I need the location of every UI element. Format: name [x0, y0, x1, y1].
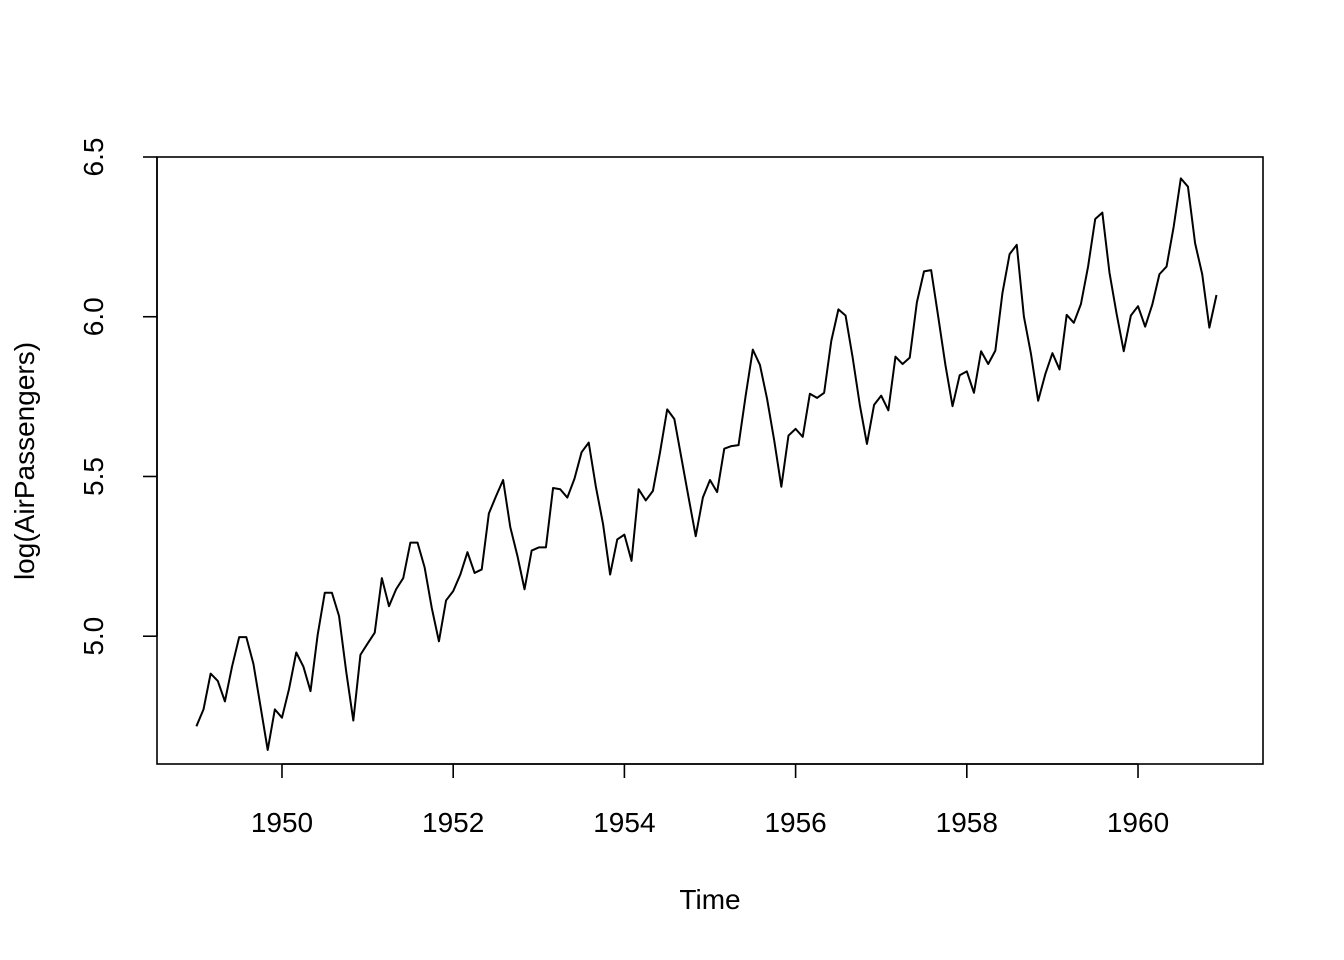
y-tick-label: 5.5	[78, 457, 109, 496]
plot-frame	[156, 156, 1264, 765]
x-axis-label: Time	[679, 884, 740, 915]
x-tick-label: 1950	[251, 807, 313, 838]
x-tick-label: 1956	[764, 807, 826, 838]
y-axis: 5.0 5.5 6.0 6.5	[78, 138, 158, 656]
x-tick-label: 1954	[593, 807, 655, 838]
y-tick-label: 5.0	[78, 617, 109, 656]
y-tick-label: 6.0	[78, 297, 109, 336]
x-tick-label: 1960	[1107, 807, 1169, 838]
x-tick-label: 1958	[936, 807, 998, 838]
series-line-0	[195, 177, 1218, 751]
x-axis: 1950 1952 1954 1956 1958 1960	[251, 763, 1169, 838]
series-layer	[195, 177, 1218, 751]
y-axis-label: log(AirPassengers)	[9, 342, 40, 580]
x-tick-label: 1952	[422, 807, 484, 838]
y-tick-label: 6.5	[78, 138, 109, 177]
